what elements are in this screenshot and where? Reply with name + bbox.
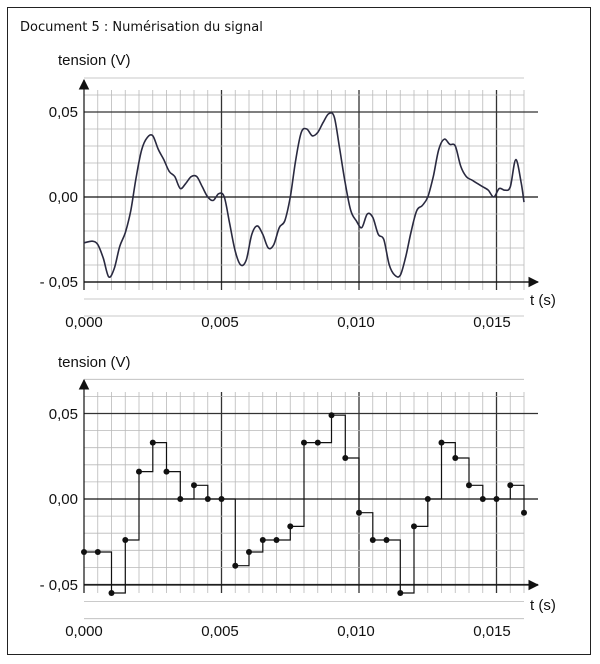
sample-point (81, 549, 87, 555)
document-frame (7, 7, 591, 655)
sample-point (108, 590, 115, 596)
sample-point (356, 509, 362, 516)
chart-2-xtick-0: 0,000 (65, 623, 103, 640)
chart-1-ytick-0: 0,05 (49, 104, 78, 121)
sample-point (287, 523, 294, 530)
sample-point (301, 439, 307, 446)
sample-point (136, 468, 142, 475)
chart-2-ytick-1: 0,00 (49, 491, 78, 508)
chart-2-ytick-0: 0,05 (49, 406, 78, 423)
sample-point (191, 482, 197, 489)
sample-point (397, 590, 404, 596)
chart-2-xlabel: t (s) (530, 597, 556, 614)
chart-1-ylabel: tension (V) (58, 52, 131, 69)
sample-point (314, 439, 321, 446)
chart-2-xtick-1: 0,005 (201, 623, 239, 640)
chart-analog: tension (V) t (s) 0,05 0,00 - 0,05 0,000… (40, 52, 556, 331)
chart-2-ylabel: tension (V) (58, 354, 131, 371)
chart-1-signal-line (83, 111, 525, 279)
chart-1-ytick-2: - 0,05 (40, 274, 78, 291)
sample-point (204, 496, 211, 502)
sample-point (122, 537, 129, 543)
document-title: Document 5 : Numérisation du signal (20, 20, 263, 35)
sample-point (177, 496, 184, 502)
sample-point (507, 482, 514, 489)
sample-point (383, 537, 390, 543)
sample-point (521, 509, 527, 516)
sample-point (438, 439, 445, 446)
sample-point (479, 496, 486, 502)
sample-point (466, 482, 472, 489)
sample-point (342, 455, 349, 461)
chart-1-xtick-2: 0,010 (337, 314, 375, 331)
chart-2-xtick-3: 0,015 (473, 623, 511, 640)
sample-point (369, 537, 376, 543)
chart-2-sample-points (81, 412, 527, 596)
chart-1-xtick-0: 0,000 (65, 314, 103, 331)
chart-1-xtick-1: 0,005 (201, 314, 239, 331)
sample-point (218, 496, 225, 502)
sample-point (452, 455, 459, 461)
sample-point (493, 496, 500, 502)
chart-2-xtick-2: 0,010 (337, 623, 375, 640)
sample-point (94, 549, 101, 555)
sample-point (149, 439, 156, 446)
sample-point (246, 549, 252, 555)
sample-point (273, 537, 280, 543)
sample-point (411, 523, 417, 530)
chart-sampled: tension (V) t (s) 0,05 0,00 - 0,05 0,000… (40, 354, 556, 640)
sample-point (328, 412, 335, 419)
chart-1-xtick-3: 0,015 (473, 314, 511, 331)
chart-1-ytick-1: 0,00 (49, 189, 78, 206)
sample-point (163, 468, 170, 475)
chart-1-xlabel: t (s) (530, 292, 556, 309)
sample-point (259, 537, 266, 543)
chart-2-ytick-2: - 0,05 (40, 577, 78, 594)
sample-point (424, 496, 431, 502)
sample-point (232, 562, 239, 569)
